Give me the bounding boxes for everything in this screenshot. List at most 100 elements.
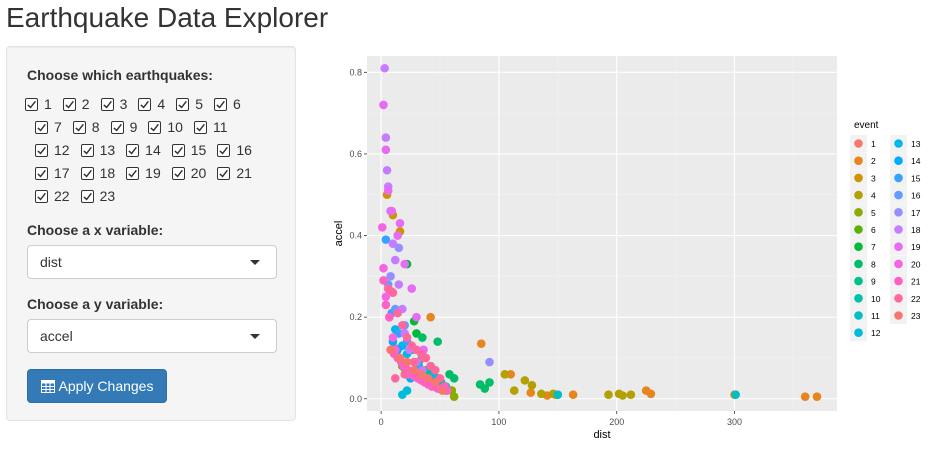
checkbox-check-icon[interactable] xyxy=(217,143,231,157)
earthquake-checkbox-13[interactable]: 13 xyxy=(80,140,116,160)
scatter-plot: 0 100 200 300 0.0 0.2 0.4 0.6 0.8 dist accel event 1… xyxy=(333,56,921,441)
earthquake-checkbox-22[interactable]: 22 xyxy=(35,186,70,206)
checkbox-check-icon[interactable] xyxy=(171,143,185,157)
checkbox-check-icon[interactable] xyxy=(176,97,190,111)
checkbox-check-icon[interactable] xyxy=(193,120,207,134)
earthquake-checkbox-1[interactable]: 1 xyxy=(25,94,52,114)
earthquake-checkbox-20[interactable]: 20 xyxy=(171,163,206,183)
checkbox-check-icon[interactable] xyxy=(80,166,94,180)
legend-swatch xyxy=(854,259,863,269)
legend-swatch xyxy=(854,139,863,148)
checkbox-label: 19 xyxy=(145,165,161,181)
data-point xyxy=(416,369,426,379)
earthquake-checkbox-14[interactable]: 14 xyxy=(126,140,161,160)
earthquake-checkbox-23[interactable]: 23 xyxy=(80,186,116,206)
checkbox-label: 13 xyxy=(99,142,116,158)
earthquake-checkbox-17[interactable]: 17 xyxy=(35,163,70,183)
data-point xyxy=(485,357,494,367)
earthquake-checkbox-12[interactable]: 12 xyxy=(35,140,70,160)
legend-swatch xyxy=(894,225,903,234)
data-point xyxy=(388,333,398,342)
earthquake-checkbox-6[interactable]: 6 xyxy=(213,94,241,114)
earthquake-checkbox-21[interactable]: 21 xyxy=(217,163,252,183)
legend-swatch xyxy=(854,156,863,165)
data-point xyxy=(423,374,433,383)
checkbox-check-icon[interactable] xyxy=(35,143,48,157)
data-point xyxy=(526,388,536,397)
legend-label: 17 xyxy=(911,208,921,218)
checkbox-check-icon[interactable] xyxy=(62,97,76,111)
checkbox-check-icon[interactable] xyxy=(126,166,140,180)
data-point xyxy=(379,263,388,273)
checkbox-check-icon[interactable] xyxy=(25,97,38,111)
earthquake-checkbox-4[interactable]: 4 xyxy=(138,94,165,114)
chevron-down-icon xyxy=(250,334,260,339)
checkbox-label: 4 xyxy=(157,96,166,112)
y-variable-value: accel xyxy=(40,328,73,344)
checkbox-check-icon[interactable] xyxy=(126,143,140,157)
data-point xyxy=(527,380,537,390)
earthquake-checkbox-11[interactable]: 11 xyxy=(193,117,228,137)
checkbox-row: 17 18 19 20 21 xyxy=(35,163,263,183)
x-axis-title: dist xyxy=(593,429,610,441)
legend-swatch xyxy=(854,328,863,338)
earthquake-checkbox-10[interactable]: 10 xyxy=(148,117,183,137)
data-point xyxy=(412,312,421,322)
earthquake-checkbox-15[interactable]: 15 xyxy=(171,140,206,160)
data-point xyxy=(398,321,407,330)
checkbox-row: 1 2 3 4 5 6 xyxy=(25,94,252,114)
legend-label: 11 xyxy=(871,311,880,321)
earthquake-checkbox-3[interactable]: 3 xyxy=(100,94,128,114)
earthquake-checkbox-18[interactable]: 18 xyxy=(80,163,115,183)
checkbox-check-icon[interactable] xyxy=(217,166,231,180)
earthquake-checkbox-8[interactable]: 8 xyxy=(72,117,100,137)
earthquake-checkbox-5[interactable]: 5 xyxy=(176,94,203,114)
checkbox-check-icon[interactable] xyxy=(80,143,94,157)
data-point xyxy=(381,145,391,155)
earthquake-checkbox-9[interactable]: 9 xyxy=(110,117,137,137)
quakes-label: Choose which earthquakes: xyxy=(27,67,213,83)
checkbox-label: 3 xyxy=(119,96,128,112)
checkbox-check-icon[interactable] xyxy=(35,120,48,134)
checkbox-check-icon[interactable] xyxy=(148,120,162,134)
table-icon xyxy=(40,379,55,393)
data-point xyxy=(385,312,394,322)
checkbox-check-icon[interactable] xyxy=(110,120,124,134)
earthquake-checkbox-19[interactable]: 19 xyxy=(126,163,161,183)
checkbox-check-icon[interactable] xyxy=(213,97,227,111)
legend-label: 7 xyxy=(871,242,876,252)
legend-swatch xyxy=(854,173,863,183)
legend-label: 20 xyxy=(911,259,921,269)
data-point xyxy=(485,378,494,387)
data-point xyxy=(390,374,400,383)
checkbox-check-icon[interactable] xyxy=(35,189,48,203)
data-point xyxy=(431,378,440,387)
plot-panel xyxy=(367,56,837,411)
data-point xyxy=(381,300,391,310)
apply-changes-button[interactable]: Apply Changes xyxy=(27,369,167,403)
data-point xyxy=(641,386,651,395)
data-point xyxy=(618,391,627,400)
checkbox-label: 23 xyxy=(99,188,116,204)
checkbox-label: 12 xyxy=(54,142,70,158)
checkbox-check-icon[interactable] xyxy=(171,166,185,180)
checkbox-check-icon[interactable] xyxy=(80,189,94,203)
checkbox-label: 11 xyxy=(212,119,228,135)
data-point xyxy=(438,386,447,395)
checkbox-check-icon[interactable] xyxy=(35,166,48,180)
earthquake-checkbox-16[interactable]: 16 xyxy=(217,140,252,160)
legend-swatch xyxy=(854,242,863,251)
checkbox-label: 8 xyxy=(91,119,100,135)
y-tick-label: 0.8 xyxy=(349,67,362,77)
checkbox-check-icon[interactable] xyxy=(100,97,114,111)
data-point xyxy=(400,259,409,269)
y-variable-select[interactable]: accel xyxy=(27,319,277,353)
earthquake-checkbox-2[interactable]: 2 xyxy=(62,94,90,114)
legend-swatch xyxy=(854,225,863,234)
earthquake-checkbox-7[interactable]: 7 xyxy=(35,117,62,137)
x-variable-select[interactable]: dist xyxy=(27,245,277,279)
checkbox-check-icon[interactable] xyxy=(72,120,86,134)
x-tick-label: 100 xyxy=(491,417,506,427)
data-point xyxy=(386,345,395,355)
checkbox-check-icon[interactable] xyxy=(138,97,152,111)
